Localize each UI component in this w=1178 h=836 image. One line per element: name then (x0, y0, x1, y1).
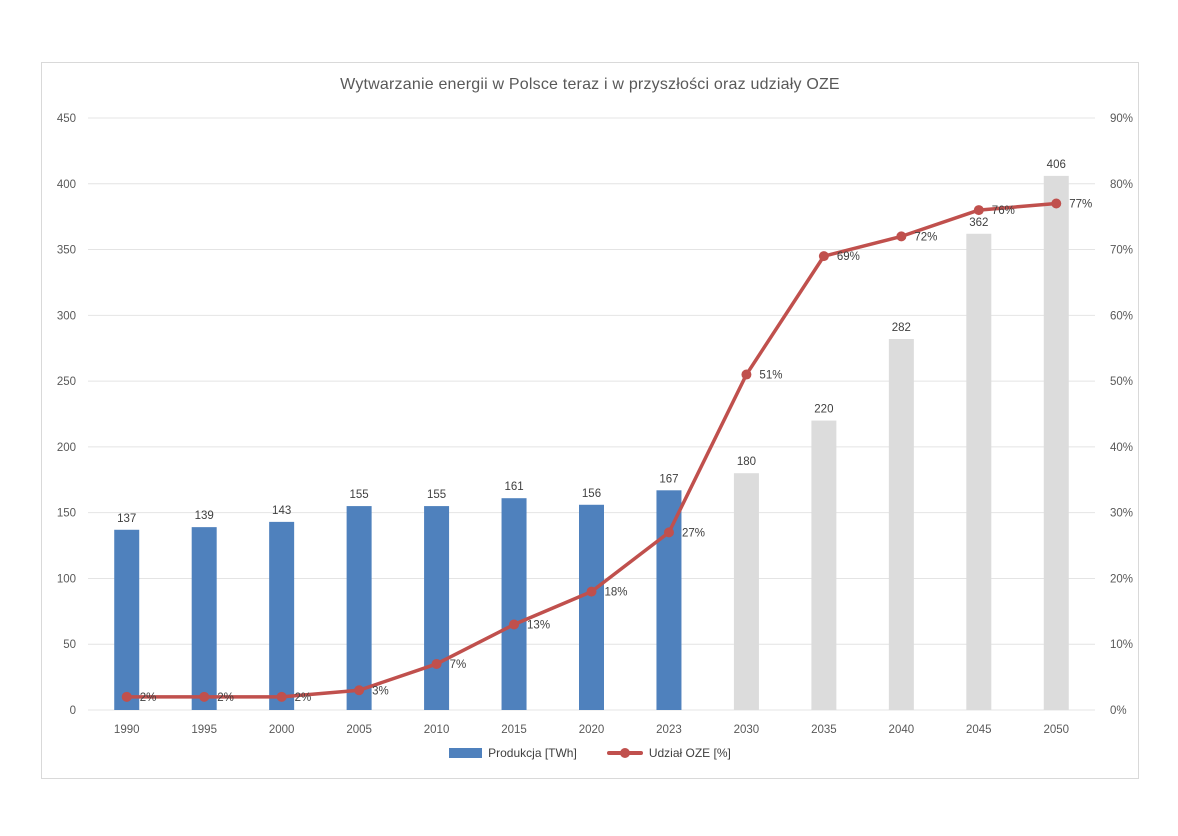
bar-value-label: 155 (427, 489, 446, 501)
x-axis-tick-label: 2045 (966, 724, 992, 736)
production-bar (269, 521, 295, 710)
x-axis-tick-label: 2030 (734, 724, 760, 736)
bar-value-label: 156 (582, 488, 601, 500)
production-bar (656, 490, 682, 710)
oze-line-marker (818, 251, 829, 262)
oze-line-marker (896, 231, 907, 242)
legend-item-oze: Udział OZE [%] (606, 746, 731, 760)
oze-value-label: 7% (450, 659, 467, 671)
x-axis-tick-label: 2000 (269, 724, 295, 736)
oze-value-label: 69% (837, 251, 860, 263)
oze-line-marker (199, 691, 210, 702)
oze-line-marker (1051, 198, 1062, 209)
y-axis-tick-label: 100 (57, 573, 76, 585)
oze-value-label: 27% (682, 527, 705, 539)
bar-value-label: 406 (1047, 159, 1066, 171)
legend-item-production: Produkcja [TWh] (449, 746, 577, 760)
oze-value-label: 77% (1069, 199, 1092, 211)
y2-axis-tick-label: 50% (1110, 376, 1133, 388)
y-axis-tick-label: 50 (63, 639, 76, 651)
y2-axis-tick-label: 0% (1110, 705, 1127, 717)
y-axis-tick-label: 150 (57, 508, 76, 520)
production-bar (733, 473, 759, 710)
y2-axis-tick-label: 40% (1110, 442, 1133, 454)
y-axis-tick-label: 300 (57, 310, 76, 322)
y2-axis-tick-label: 60% (1110, 310, 1133, 322)
y2-axis-tick-label: 10% (1110, 639, 1133, 651)
y-axis-tick-label: 450 (57, 113, 76, 125)
oze-value-label: 76% (992, 205, 1015, 217)
oze-value-label: 72% (914, 231, 937, 243)
bar-value-label: 143 (272, 505, 291, 517)
y2-axis-tick-label: 30% (1110, 508, 1133, 520)
oze-value-label: 18% (605, 587, 628, 599)
x-axis-tick-label: 2040 (889, 724, 915, 736)
y2-axis-tick-label: 80% (1110, 179, 1133, 191)
y-axis-tick-label: 250 (57, 376, 76, 388)
chart-title: Wytwarzanie energii w Polsce teraz i w p… (340, 76, 840, 93)
production-bar (501, 498, 527, 710)
oze-value-label: 2% (295, 692, 312, 704)
bar-value-label: 139 (195, 510, 214, 522)
x-axis-tick-label: 1990 (114, 724, 140, 736)
y-axis-tick-label: 350 (57, 245, 76, 257)
bar-value-label: 137 (117, 513, 136, 525)
production-bar (424, 506, 450, 710)
oze-value-label: 2% (217, 692, 234, 704)
oze-value-label: 3% (372, 685, 389, 697)
bar-value-label: 155 (350, 489, 369, 501)
chart-legend: Produkcja [TWh] Udział OZE [%] (42, 746, 1138, 760)
bar-value-label: 362 (969, 217, 988, 229)
bar-value-label: 282 (892, 322, 911, 334)
oze-line-marker (354, 685, 365, 696)
chart-area: 0 50 100 150 200 250 300 350 400 450 0% 10% 20% 30% 40… (41, 62, 1139, 779)
x-axis-tick-label: 2035 (811, 724, 837, 736)
y2-axis-tick-label: 90% (1110, 113, 1133, 125)
bar-value-label: 167 (659, 473, 678, 485)
x-axis-tick-label: 2010 (424, 724, 450, 736)
production-bar (888, 339, 914, 710)
x-axis-tick-label: 2005 (346, 724, 372, 736)
oze-line-marker (276, 691, 287, 702)
x-axis-tick-label: 1995 (191, 724, 217, 736)
production-bar (114, 529, 140, 710)
oze-line-marker (431, 658, 442, 669)
oze-line-marker (741, 369, 752, 380)
bar-value-label: 161 (504, 481, 523, 493)
bar-series-swatch-icon (449, 748, 483, 758)
oze-line-marker (509, 619, 520, 630)
y2-axis-tick-label: 20% (1110, 573, 1133, 585)
oze-line-marker (663, 527, 674, 538)
oze-value-label: 51% (759, 370, 782, 382)
oze-value-label: 2% (140, 692, 157, 704)
x-axis-tick-label: 2015 (501, 724, 527, 736)
line-swatch-marker (619, 748, 630, 758)
x-axis-tick-label: 2020 (579, 724, 605, 736)
production-bar (579, 504, 604, 710)
line-series-swatch-icon (606, 748, 643, 758)
y-axis-tick-label: 400 (57, 179, 76, 191)
y-axis-tick-label: 200 (57, 442, 76, 454)
oze-line-marker (586, 586, 597, 597)
production-bar (346, 506, 372, 710)
legend-label-production: Produkcja [TWh] (488, 746, 577, 760)
production-bar (1043, 175, 1069, 710)
oze-value-label: 13% (527, 619, 550, 631)
legend-label-oze: Udział OZE [%] (648, 746, 731, 760)
x-axis-tick-label: 2023 (656, 724, 682, 736)
y2-axis-tick-label: 70% (1110, 245, 1133, 257)
x-axis-tick-label: 2050 (1043, 724, 1069, 736)
bar-value-label: 220 (814, 404, 833, 416)
bar-value-label: 180 (737, 456, 756, 468)
chart-plot: 0 50 100 150 200 250 300 350 400 450 0% 10% 20% 30% 40… (57, 113, 1133, 736)
production-bar (191, 527, 217, 710)
oze-line-marker (973, 205, 984, 216)
production-bar (966, 233, 992, 710)
production-bar (811, 420, 837, 710)
y-axis-tick-label: 0 (70, 705, 76, 717)
oze-line-marker (121, 691, 132, 702)
